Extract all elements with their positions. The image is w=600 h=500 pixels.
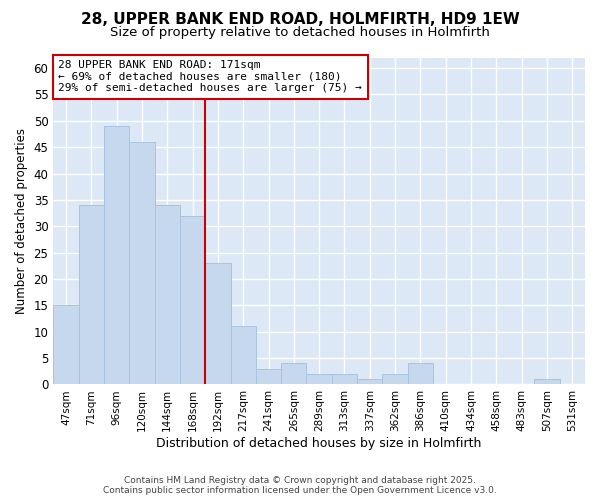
Bar: [104, 126, 129, 384]
Bar: [332, 374, 357, 384]
Bar: [307, 374, 332, 384]
Bar: [129, 142, 155, 384]
Bar: [408, 364, 433, 384]
Text: 28, UPPER BANK END ROAD, HOLMFIRTH, HD9 1EW: 28, UPPER BANK END ROAD, HOLMFIRTH, HD9 …: [80, 12, 520, 28]
Bar: [53, 306, 79, 384]
Bar: [357, 379, 382, 384]
Bar: [205, 263, 230, 384]
Bar: [79, 205, 104, 384]
Bar: [382, 374, 408, 384]
Bar: [180, 216, 205, 384]
Bar: [281, 364, 307, 384]
X-axis label: Distribution of detached houses by size in Holmfirth: Distribution of detached houses by size …: [157, 437, 482, 450]
Bar: [230, 326, 256, 384]
Text: 28 UPPER BANK END ROAD: 171sqm
← 69% of detached houses are smaller (180)
29% of: 28 UPPER BANK END ROAD: 171sqm ← 69% of …: [58, 60, 362, 94]
Y-axis label: Number of detached properties: Number of detached properties: [15, 128, 28, 314]
Bar: [155, 205, 180, 384]
Text: Size of property relative to detached houses in Holmfirth: Size of property relative to detached ho…: [110, 26, 490, 39]
Bar: [535, 379, 560, 384]
Bar: [256, 368, 281, 384]
Text: Contains HM Land Registry data © Crown copyright and database right 2025.
Contai: Contains HM Land Registry data © Crown c…: [103, 476, 497, 495]
